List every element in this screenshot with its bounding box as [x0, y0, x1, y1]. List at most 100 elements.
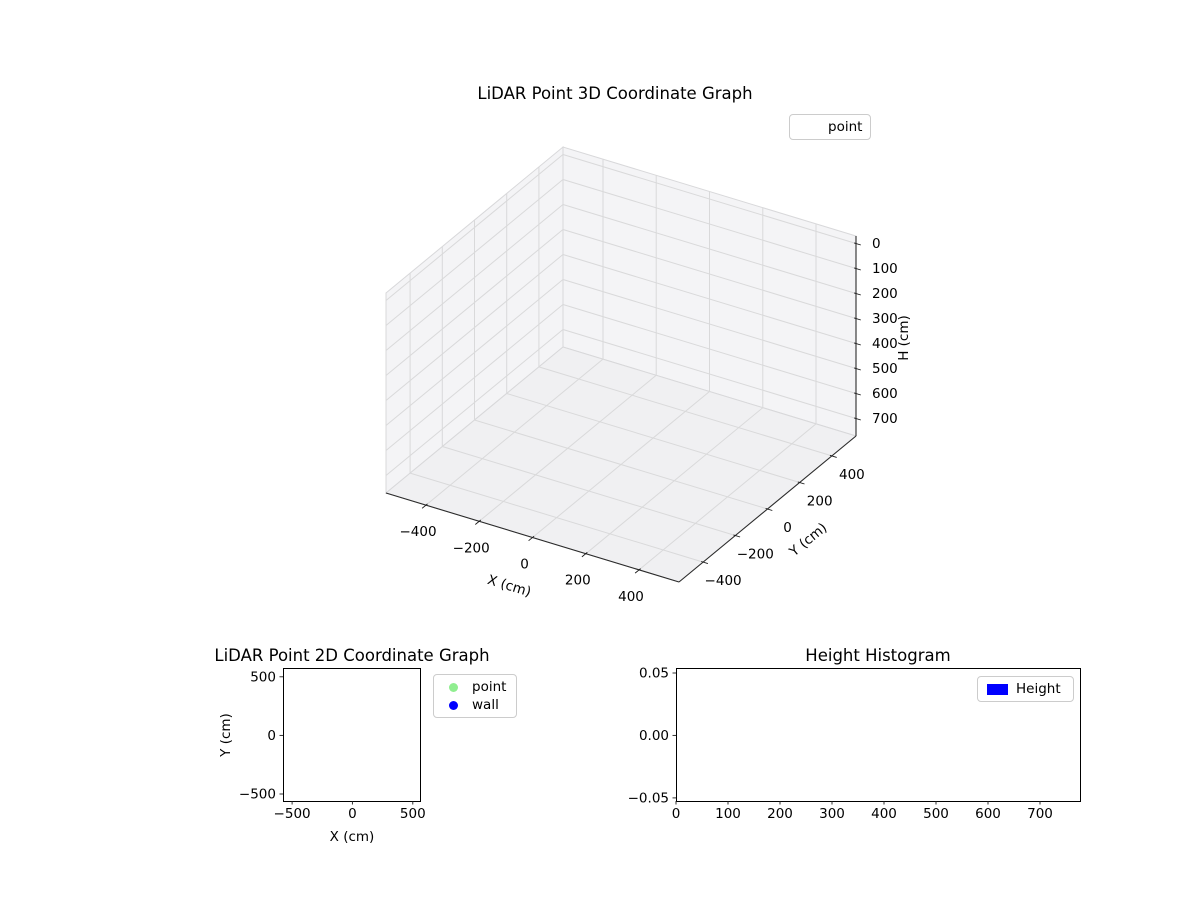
x-tick-label: 300: [819, 806, 845, 822]
z-tick-label: 0: [872, 236, 881, 252]
gridline-z-right: [562, 179, 857, 269]
gridline-z-left: [385, 304, 564, 451]
wall-marker-icon: [448, 700, 458, 710]
y-tick-label: 200: [807, 494, 833, 510]
point-marker-icon: [448, 682, 458, 692]
x-tick-label: 0: [520, 557, 529, 573]
gridline-z-right: [562, 254, 857, 344]
gridline-z-left: [385, 179, 564, 326]
plot3d-zlabel: H (cm): [896, 315, 912, 361]
y-tick-label: 0: [267, 728, 276, 744]
z-tick-label: 100: [872, 261, 898, 277]
y-tick: [733, 534, 741, 538]
hist-title: Height Histogram: [805, 646, 950, 665]
y-tick: [829, 454, 837, 458]
y-tick: [765, 507, 773, 511]
z-tick-label: 400: [872, 336, 898, 352]
gridline-z-right: [562, 154, 857, 244]
legend-entry-point: point: [441, 679, 509, 695]
x-tick: [581, 552, 588, 558]
x-tick-label: 600: [975, 806, 1001, 822]
gridline-y-floor: [474, 419, 768, 510]
gridline-y-floor: [506, 393, 800, 483]
y-tick-label: −200: [737, 547, 774, 563]
gridline-z-left: [385, 329, 564, 476]
gridline-z-right: [562, 279, 857, 369]
x-tick-label: 500: [923, 806, 949, 822]
x-tick-label: 200: [565, 573, 591, 589]
hist-legend: Height: [977, 676, 1074, 702]
z-tick-label: 600: [872, 386, 898, 402]
plot3d-xlabel: X (cm): [485, 572, 532, 600]
y-tick-label: −400: [705, 573, 742, 589]
x-tick: [634, 568, 641, 574]
z-tick: [853, 342, 861, 346]
plot2d-xlabel: X (cm): [330, 829, 375, 845]
plot3d-title: LiDAR Point 3D Coordinate Graph: [477, 84, 752, 103]
plot3d-axes: −400 −200 0 200 400 −400 −200 0 200 400 0 100 200 300…: [384, 145, 898, 605]
lidar-2d-frame: [283, 668, 421, 802]
gridline-z-right: [562, 329, 857, 419]
x-tick-label: 700: [1027, 806, 1053, 822]
z-tick: [853, 267, 861, 271]
x-tick: [421, 503, 428, 509]
z-tick-label: 200: [872, 286, 898, 302]
gridline-y-floor: [538, 366, 833, 457]
z-tick: [853, 367, 861, 371]
x-tick-label: −200: [453, 540, 490, 556]
gridline-z-right: [562, 204, 857, 294]
x-tick: [475, 519, 482, 525]
legend-handle: [985, 683, 1009, 695]
point3d-marker-none: [797, 121, 821, 133]
y-tick-label: 500: [250, 669, 276, 685]
y-tick: [701, 561, 709, 565]
z-tick: [853, 242, 861, 246]
plot3d-legend: point: [789, 114, 871, 140]
gridline-z-left: [385, 204, 564, 351]
z-tick: [853, 292, 861, 296]
x-tick-label: 400: [871, 806, 897, 822]
gridline-z-left: [385, 229, 564, 376]
gridline-z-left: [385, 254, 564, 401]
legend-label-height: Height: [1016, 681, 1061, 697]
x-tick-label: −400: [399, 524, 436, 540]
legend-label-point: point: [472, 679, 507, 695]
plot2d-legend: point wall: [433, 674, 517, 718]
legend-entry-height: Height: [985, 681, 1066, 697]
y-tick-label: −0.05: [628, 790, 669, 806]
legend-label-wall: wall: [472, 697, 499, 713]
z-tick: [853, 417, 861, 421]
x-tick-label: −500: [274, 806, 311, 822]
z-tick-label: 300: [872, 311, 898, 327]
plot2d-title: LiDAR Point 2D Coordinate Graph: [214, 646, 489, 665]
plot2d-axes: −500 0 500 500 0 −500: [239, 668, 426, 822]
gridline-z-left: [385, 154, 564, 301]
legend-label-point3d: point: [828, 119, 863, 135]
gridline-y-floor: [442, 446, 736, 536]
x-tick-label: 0: [672, 806, 681, 822]
z-tick: [853, 392, 861, 396]
gridline-z-right: [562, 229, 857, 319]
x-tick-label: 200: [767, 806, 793, 822]
x-tick-label: 100: [715, 806, 741, 822]
y-tick-label: 400: [839, 467, 865, 483]
gridline-z-left: [385, 279, 564, 426]
y-tick: [797, 481, 805, 485]
plot2d-ylabel: Y (cm): [218, 713, 234, 758]
x-tick-label: 0: [348, 806, 357, 822]
legend-entry-point3d: point: [797, 119, 863, 135]
y-tick-label: 0.05: [639, 666, 669, 682]
z-tick: [853, 317, 861, 321]
height-patch-icon: [986, 683, 1008, 695]
x-tick: [528, 535, 535, 542]
z-tick-label: 700: [872, 411, 898, 427]
x-tick-label: 500: [400, 806, 426, 822]
legend-handle: [441, 681, 465, 693]
gridline-z-right: [562, 304, 857, 394]
y-tick-label: −500: [239, 787, 276, 803]
y-tick-label: 0: [783, 520, 792, 536]
z-tick-label: 500: [872, 361, 898, 377]
legend-entry-wall: wall: [441, 697, 509, 713]
